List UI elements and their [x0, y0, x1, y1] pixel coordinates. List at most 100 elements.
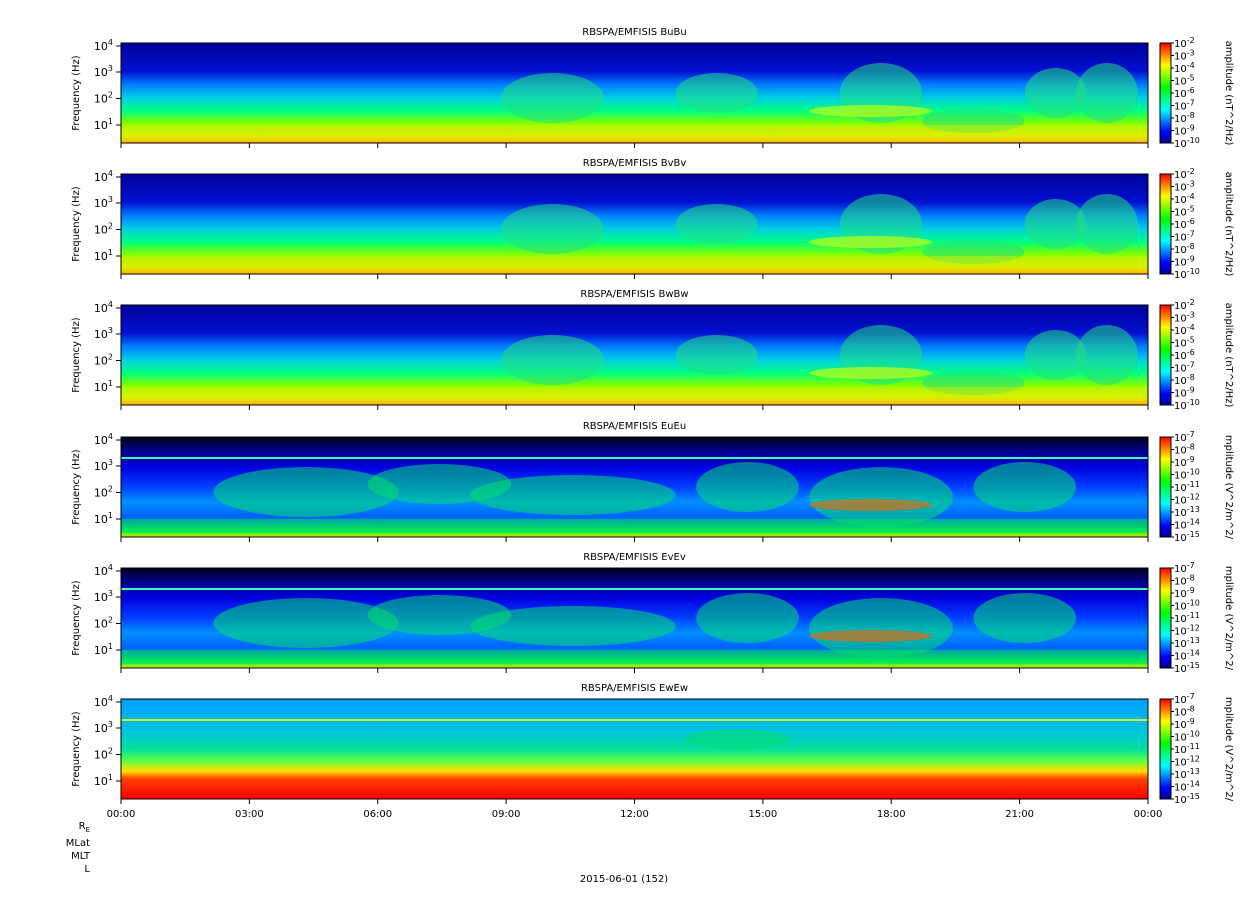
colorbar-tick-label: 10-5 [1174, 74, 1195, 88]
colorbar-tick-label: 10-15 [1174, 661, 1200, 675]
wave-feature [973, 593, 1077, 643]
line-interference [121, 719, 1148, 721]
colorbar-tick-label: 10-14 [1174, 649, 1200, 663]
colorbar-tick-label: 10-10 [1174, 267, 1200, 281]
spectrogram-features [121, 457, 1148, 533]
wave-feature [1024, 330, 1087, 380]
y-tick-label: 104 [94, 38, 113, 53]
colorbar-tick-label: 10-8 [1174, 373, 1195, 387]
hiss-feature [809, 236, 933, 248]
wave-feature [685, 729, 789, 749]
ephemeris-label-r: RE [78, 821, 90, 834]
colorbar-tick-label: 10-12 [1174, 755, 1200, 769]
wave-feature [500, 335, 604, 385]
colorbar-tick-label: 10-10 [1174, 730, 1200, 744]
wave-feature [1076, 63, 1138, 123]
y-tick-label: 101 [94, 117, 113, 132]
colorbar-tick-label: 10-6 [1174, 348, 1195, 362]
colorbar-tick-label: 10-7 [1174, 430, 1195, 444]
colorbar-tick-label: 10-7 [1174, 361, 1195, 375]
colorbar-tick-label: 10-14 [1174, 518, 1200, 532]
panel-title: RBSPA/EMFISIS BwBw [580, 289, 688, 300]
colorbar-tick-label: 10-11 [1174, 742, 1200, 756]
y-tick-label: 101 [94, 642, 113, 657]
spectrogram-features [121, 588, 1148, 664]
y-tick-label: 103 [94, 720, 113, 735]
wave-feature [500, 204, 604, 254]
wave-feature [696, 462, 799, 512]
y-tick-label: 104 [94, 432, 113, 447]
x-tick-label: 03:00 [235, 809, 264, 820]
colorbar-tick-label: 10-12 [1174, 493, 1200, 507]
colorbar-tick-label: 10-13 [1174, 505, 1200, 519]
low-frequency-band [121, 650, 1148, 664]
y-tick-label: 102 [94, 91, 113, 106]
colorbar-tick-label: 10-3 [1174, 180, 1195, 194]
wave-feature [500, 73, 604, 123]
colorbar-label: amplitude (nT^2/Hz) [1223, 303, 1234, 408]
wave-feature [973, 462, 1077, 512]
x-axis: 00:00 03:00 06:00 09:00 12:00 15:00 18:00 21:00… [107, 809, 1163, 820]
spectrogram-features [121, 63, 1148, 139]
wave-feature [213, 598, 399, 648]
y-tick-label: 101 [94, 773, 113, 788]
date-label: 2015-06-01 (152) [579, 874, 669, 885]
y-tick-label: 102 [94, 747, 113, 762]
y-tick-label: 104 [94, 300, 113, 315]
y-tick-label: 103 [94, 589, 113, 604]
colorbar-tick-label: 10-7 [1174, 99, 1195, 113]
colorbar-tick-label: 10-8 [1174, 242, 1195, 256]
low-frequency-band [121, 387, 1148, 401]
wave-feature [809, 467, 953, 527]
wave-feature [696, 593, 799, 643]
colorbar-tick-label: 10-9 [1174, 455, 1195, 469]
colorbar-tick-label: 10-7 [1174, 692, 1195, 706]
hiss-feature [809, 367, 933, 379]
spectrogram-panel: RBSPA/EMFISIS BuBu Frequency (Hz) 101 102 10… [71, 27, 1234, 150]
panel-title: RBSPA/EMFISIS EvEv [583, 552, 686, 563]
colorbar-tick-label: 10-5 [1174, 336, 1195, 350]
colorbar-tick-label: 10-10 [1174, 468, 1200, 482]
wave-feature [675, 335, 758, 375]
colorbar-tick-label: 10-2 [1174, 298, 1195, 312]
hiss-feature [809, 630, 933, 642]
colorbar-tick-label: 10-8 [1174, 574, 1195, 588]
spectrogram-panel: RBSPA/EMFISIS BvBv Frequency (Hz) 101 102 10… [71, 158, 1234, 281]
ephemeris-label-l: L [84, 864, 90, 875]
colorbar-tick-label: 10-6 [1174, 217, 1195, 231]
spectrogram-panel: RBSPA/EMFISIS BwBw Frequency (Hz) 101 102 10… [71, 289, 1234, 412]
hiss-feature [809, 105, 933, 117]
colorbar-tick-label: 10-2 [1174, 36, 1195, 50]
y-axis-label: Frequency (Hz) [71, 711, 82, 787]
colorbar-tick-label: 10-3 [1174, 311, 1195, 325]
y-tick-label: 103 [94, 64, 113, 79]
x-tick-label: 15:00 [748, 809, 777, 820]
colorbar-label: mplitude (V^2/m^2/ [1223, 566, 1234, 671]
colorbar-tick-label: 10-12 [1174, 624, 1200, 638]
colorbar [1159, 698, 1172, 800]
colorbar-tick-label: 10-11 [1174, 480, 1200, 494]
colorbar-tick-label: 10-11 [1174, 611, 1200, 625]
colorbar-tick-label: 10-10 [1174, 136, 1200, 150]
wave-feature [675, 204, 758, 244]
y-tick-label: 104 [94, 169, 113, 184]
colorbar-tick-label: 10-8 [1174, 443, 1195, 457]
colorbar [1159, 436, 1172, 538]
colorbar [1159, 173, 1172, 275]
colorbar [1159, 567, 1172, 669]
colorbar-tick-label: 10-4 [1174, 192, 1195, 206]
y-axis-label: Frequency (Hz) [71, 317, 82, 393]
colorbar-tick-label: 10-15 [1174, 530, 1200, 544]
y-tick-label: 102 [94, 485, 113, 500]
y-tick-label: 102 [94, 222, 113, 237]
colorbar-label: mplitude (V^2/m^2/ [1223, 435, 1234, 540]
colorbar-label: amplitude (nT^2/Hz) [1223, 172, 1234, 277]
y-tick-label: 101 [94, 379, 113, 394]
wave-feature [470, 606, 676, 646]
colorbar-tick-label: 10-6 [1174, 86, 1195, 100]
colorbar-tick-label: 10-3 [1174, 49, 1195, 63]
y-tick-label: 101 [94, 511, 113, 526]
spectrogram-features [121, 325, 1148, 401]
x-tick-label: 00:00 [107, 809, 136, 820]
